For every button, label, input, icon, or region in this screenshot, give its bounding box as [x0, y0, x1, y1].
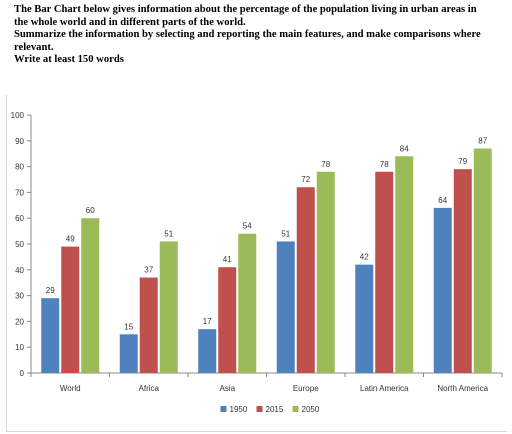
- prompt-line: Summarize the information by selecting a…: [14, 29, 481, 41]
- bar: [198, 329, 217, 373]
- x-tick-label: Europe: [293, 384, 319, 393]
- legend-label: 2015: [266, 405, 284, 414]
- bar: [375, 171, 394, 373]
- y-tick-label: 50: [15, 240, 24, 249]
- bar: [453, 169, 472, 373]
- y-tick-label: 90: [15, 137, 24, 146]
- data-label: 51: [164, 229, 173, 238]
- y-tick-label: 80: [15, 163, 24, 172]
- y-tick-label: 70: [15, 188, 24, 197]
- chart-frame: [6, 95, 507, 432]
- prompt-line: relevant.: [14, 41, 54, 53]
- bar: [218, 267, 237, 373]
- x-tick-label: Latin America: [360, 384, 409, 393]
- prompt-line: Write at least 150 words: [14, 54, 124, 66]
- prompt-line: the whole world and in different parts o…: [14, 16, 246, 28]
- data-label: 15: [124, 322, 133, 331]
- bar: [433, 207, 452, 373]
- bar: [395, 156, 414, 373]
- x-tick-label: Africa: [139, 384, 160, 393]
- bar: [41, 298, 60, 373]
- data-label: 49: [66, 235, 75, 244]
- data-label: 87: [478, 137, 487, 146]
- bar: [355, 264, 374, 373]
- data-label: 64: [438, 196, 447, 205]
- bar: [276, 241, 295, 373]
- y-tick-label: 100: [11, 111, 25, 120]
- legend-swatch: [292, 406, 299, 412]
- data-label: 17: [203, 317, 212, 326]
- data-label: 51: [281, 229, 290, 238]
- bar: [238, 233, 257, 373]
- bar: [139, 277, 158, 373]
- data-label: 78: [321, 160, 330, 169]
- x-tick-label: North America: [437, 384, 488, 393]
- data-label: 84: [400, 144, 409, 153]
- legend-swatch: [220, 406, 227, 412]
- y-tick-label: 30: [15, 292, 24, 301]
- x-tick-label: Asia: [219, 384, 235, 393]
- y-tick-label: 10: [15, 343, 24, 352]
- data-label: 54: [243, 222, 252, 231]
- legend-swatch: [256, 406, 263, 412]
- legend-label: 2050: [302, 405, 320, 414]
- task-prompt: The Bar Chart below gives information ab…: [14, 4, 502, 67]
- bar: [296, 187, 315, 373]
- bar: [316, 171, 335, 373]
- data-label: 29: [46, 286, 55, 295]
- bar: [61, 246, 80, 373]
- y-tick-label: 40: [15, 266, 24, 275]
- data-label: 42: [360, 253, 369, 262]
- y-tick-label: 0: [20, 369, 25, 378]
- data-label: 72: [301, 175, 310, 184]
- data-label: 37: [144, 266, 153, 275]
- prompt-line: The Bar Chart below gives information ab…: [14, 4, 477, 15]
- bar: [473, 148, 492, 373]
- bar: [159, 241, 178, 373]
- data-label: 41: [223, 255, 232, 264]
- legend-label: 1950: [230, 405, 248, 414]
- data-label: 79: [458, 157, 467, 166]
- y-tick-label: 60: [15, 214, 24, 223]
- bar: [119, 334, 138, 373]
- y-tick-label: 20: [15, 317, 24, 326]
- data-label: 60: [86, 206, 95, 215]
- data-label: 78: [380, 160, 389, 169]
- bar: [81, 218, 100, 373]
- x-tick-label: World: [60, 384, 81, 393]
